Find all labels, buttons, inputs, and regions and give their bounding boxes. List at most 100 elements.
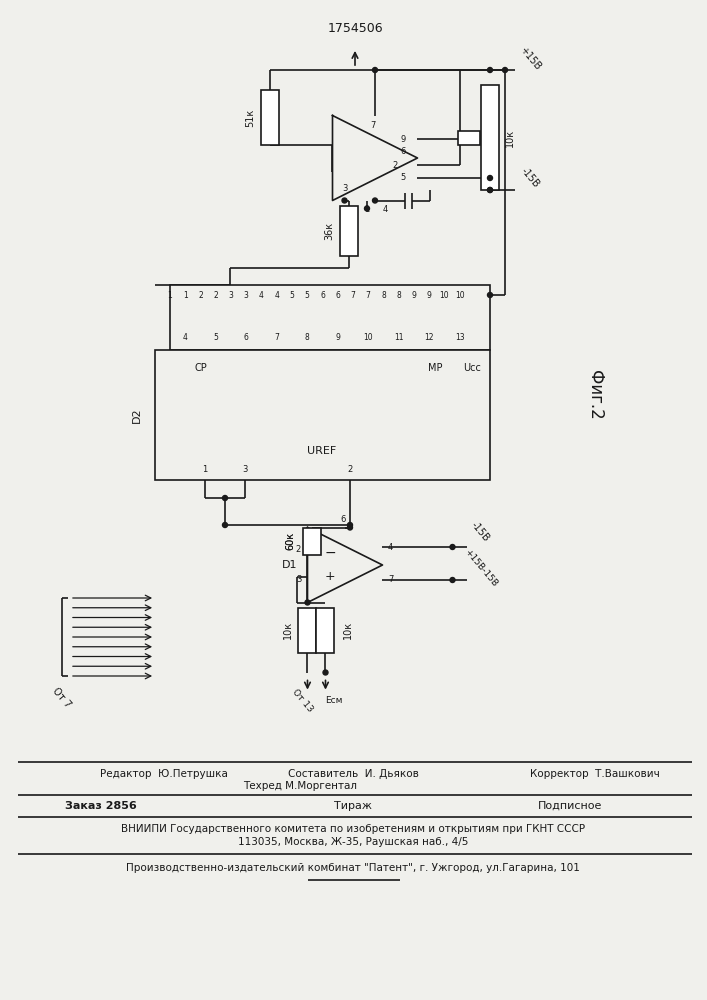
Bar [298, 607, 317, 652]
Text: 10к: 10к [505, 128, 515, 147]
Text: 1: 1 [364, 205, 370, 214]
Text: 2: 2 [198, 290, 203, 300]
Text: 7: 7 [274, 334, 279, 342]
Circle shape [488, 188, 493, 192]
Bar [317, 607, 334, 652]
Circle shape [488, 176, 493, 180]
Text: 3: 3 [244, 290, 249, 300]
Text: −: − [325, 546, 336, 560]
Circle shape [488, 188, 493, 192]
Circle shape [450, 578, 455, 582]
Text: 7: 7 [370, 121, 375, 130]
Text: От 13: От 13 [291, 687, 315, 714]
Text: 51к: 51к [245, 108, 255, 127]
Text: 13: 13 [455, 334, 464, 342]
Circle shape [450, 544, 455, 550]
Bar [155, 350, 490, 480]
Text: 5: 5 [290, 290, 294, 300]
Text: Производственно-издательский комбинат "Патент", г. Ужгород, ул.Гагарина, 101: Производственно-издательский комбинат "П… [126, 863, 580, 873]
Text: Редактор  Ю.Петрушка: Редактор Ю.Петрушка [100, 769, 228, 779]
Text: 4: 4 [183, 334, 187, 342]
Circle shape [488, 68, 493, 73]
Text: 6: 6 [401, 147, 407, 156]
Text: 8: 8 [381, 290, 386, 300]
Text: Заказ 2856: Заказ 2856 [65, 801, 136, 811]
Circle shape [223, 495, 228, 500]
Text: Тираж: Тираж [334, 801, 372, 811]
Circle shape [348, 525, 353, 530]
Circle shape [503, 68, 508, 73]
Text: 7: 7 [366, 290, 370, 300]
Text: CP: CP [195, 363, 208, 373]
Text: +15В-15В: +15В-15В [462, 547, 498, 589]
Text: 5: 5 [401, 174, 406, 182]
Text: Техред М.Моргентал: Техред М.Моргентал [243, 781, 357, 791]
Text: D2: D2 [132, 407, 142, 423]
Text: UREF: UREF [308, 446, 337, 456]
Text: -15В: -15В [469, 520, 491, 544]
Circle shape [365, 206, 370, 211]
Text: 4: 4 [388, 542, 393, 552]
Text: Составитель  И. Дьяков: Составитель И. Дьяков [288, 769, 419, 779]
Circle shape [348, 522, 353, 528]
Text: От 7: От 7 [51, 686, 73, 710]
Text: 4: 4 [259, 290, 264, 300]
Text: 6: 6 [244, 334, 249, 342]
Text: 1754506: 1754506 [327, 21, 382, 34]
Bar [341, 206, 358, 255]
Circle shape [342, 198, 347, 203]
Text: 2: 2 [214, 290, 218, 300]
Text: 10: 10 [455, 290, 464, 300]
Text: 2: 2 [393, 160, 398, 169]
Text: 9: 9 [411, 290, 416, 300]
Bar [170, 285, 490, 350]
Text: 4: 4 [274, 290, 279, 300]
Circle shape [323, 670, 328, 675]
Text: 12: 12 [424, 334, 434, 342]
Text: 11: 11 [394, 334, 404, 342]
Text: 3: 3 [296, 576, 301, 584]
Circle shape [373, 198, 378, 203]
Text: 36к: 36к [325, 221, 334, 240]
Text: 4: 4 [382, 205, 387, 214]
Text: 113035, Москва, Ж-35, Раушская наб., 4/5: 113035, Москва, Ж-35, Раушская наб., 4/5 [238, 837, 468, 847]
Text: 5: 5 [214, 334, 218, 342]
Text: Фиг.2: Фиг.2 [586, 370, 604, 420]
Bar [481, 85, 499, 190]
Circle shape [305, 600, 310, 605]
Text: Корректор  Т.Вашкович: Корректор Т.Вашкович [530, 769, 660, 779]
Text: МР: МР [428, 363, 443, 373]
Text: Eсм: Eсм [325, 696, 342, 705]
Text: +15В: +15В [518, 44, 542, 72]
Text: 9: 9 [335, 334, 340, 342]
Circle shape [373, 68, 378, 73]
Text: 3: 3 [228, 290, 233, 300]
Bar [261, 90, 279, 145]
Text: -15В: -15В [519, 166, 541, 190]
Bar [303, 528, 322, 555]
Text: ВНИИПИ Государственного комитета по изобретениям и открытиям при ГКНТ СССР: ВНИИПИ Государственного комитета по изоб… [121, 824, 585, 834]
Text: 6: 6 [340, 515, 346, 524]
Text: 3: 3 [243, 466, 247, 475]
Text: 2: 2 [296, 546, 301, 554]
Text: 60к: 60к [286, 532, 296, 550]
Text: Ucc: Ucc [463, 363, 481, 373]
Text: 2: 2 [347, 466, 353, 475]
Text: 5: 5 [305, 290, 310, 300]
Text: 60к: 60к [286, 532, 296, 550]
Text: D1: D1 [282, 560, 297, 570]
Text: 1: 1 [168, 290, 173, 300]
Text: 6: 6 [335, 290, 340, 300]
Text: 10: 10 [363, 334, 373, 342]
Text: 9: 9 [401, 134, 406, 143]
Text: 7: 7 [351, 290, 356, 300]
Text: 10к: 10к [283, 621, 293, 639]
Text: +: + [325, 570, 335, 584]
Text: 6: 6 [320, 290, 325, 300]
Text: 3: 3 [341, 184, 347, 193]
Text: 8: 8 [397, 290, 401, 300]
Circle shape [223, 522, 228, 528]
Text: 1: 1 [202, 466, 208, 475]
Text: 8: 8 [305, 334, 310, 342]
Text: Подписное: Подписное [538, 801, 602, 811]
